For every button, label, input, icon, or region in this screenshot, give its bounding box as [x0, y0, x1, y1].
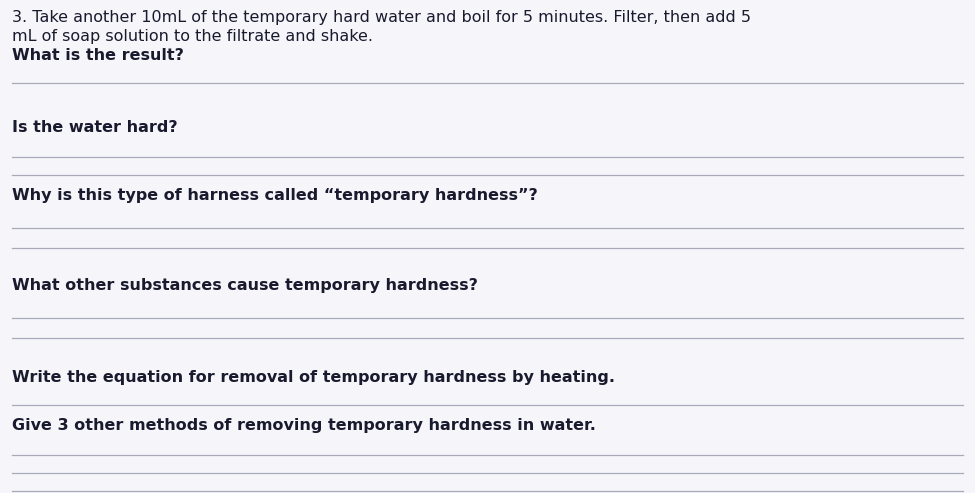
Text: Why is this type of harness called “temporary hardness”?: Why is this type of harness called “temp… — [12, 188, 537, 203]
Text: Is the water hard?: Is the water hard? — [12, 120, 177, 135]
Text: What is the result?: What is the result? — [12, 48, 183, 63]
Text: Write the equation for removal of temporary hardness by heating.: Write the equation for removal of tempor… — [12, 370, 614, 385]
Text: 3. Take another 10mL of the temporary hard water and boil for 5 minutes. Filter,: 3. Take another 10mL of the temporary ha… — [12, 10, 751, 25]
Text: What other substances cause temporary hardness?: What other substances cause temporary ha… — [12, 278, 478, 293]
Text: Give 3 other methods of removing temporary hardness in water.: Give 3 other methods of removing tempora… — [12, 418, 596, 433]
Text: mL of soap solution to the filtrate and shake.: mL of soap solution to the filtrate and … — [12, 29, 372, 44]
